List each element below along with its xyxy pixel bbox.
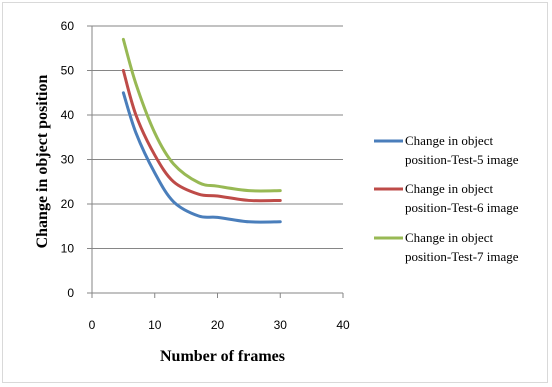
chart-frame (2, 2, 548, 383)
legend-label-3: Change in object position-Test-7 image (405, 230, 519, 264)
y-tick-label-60: 60 (61, 19, 75, 33)
x-tick-label-30: 30 (274, 318, 288, 332)
y-tick-label-50: 50 (61, 64, 75, 78)
gridlines (92, 25, 343, 249)
y-tick-label-10: 10 (61, 242, 75, 256)
y-tick-labels: 0 10 20 30 40 50 60 (61, 19, 75, 300)
x-tick-labels: 0 10 20 30 40 (89, 318, 350, 332)
legend-label-2: Change in object position-Test-6 image (405, 181, 519, 215)
y-axis-title: Change in object position (34, 75, 51, 249)
x-axis-title: Number of frames (160, 348, 285, 365)
x-tick-label-10: 10 (148, 318, 162, 332)
series-line-3 (121, 37, 282, 193)
x-tick-label-20: 20 (211, 318, 225, 332)
legend-label-1: Change in object position-Test-5 image (405, 133, 519, 167)
y-tick-label-30: 30 (61, 153, 75, 167)
legend: Change in object position-Test-5 image Cha… (374, 133, 519, 264)
x-tick-label-0: 0 (89, 318, 96, 332)
series-line-2 (121, 69, 282, 203)
series-lines (121, 37, 282, 224)
axes (87, 25, 344, 298)
x-tick-label-40: 40 (336, 318, 350, 332)
series-line-1 (121, 91, 282, 224)
y-tick-label-40: 40 (61, 108, 75, 122)
y-tick-label-0: 0 (67, 286, 74, 300)
y-tick-label-20: 20 (61, 197, 75, 211)
